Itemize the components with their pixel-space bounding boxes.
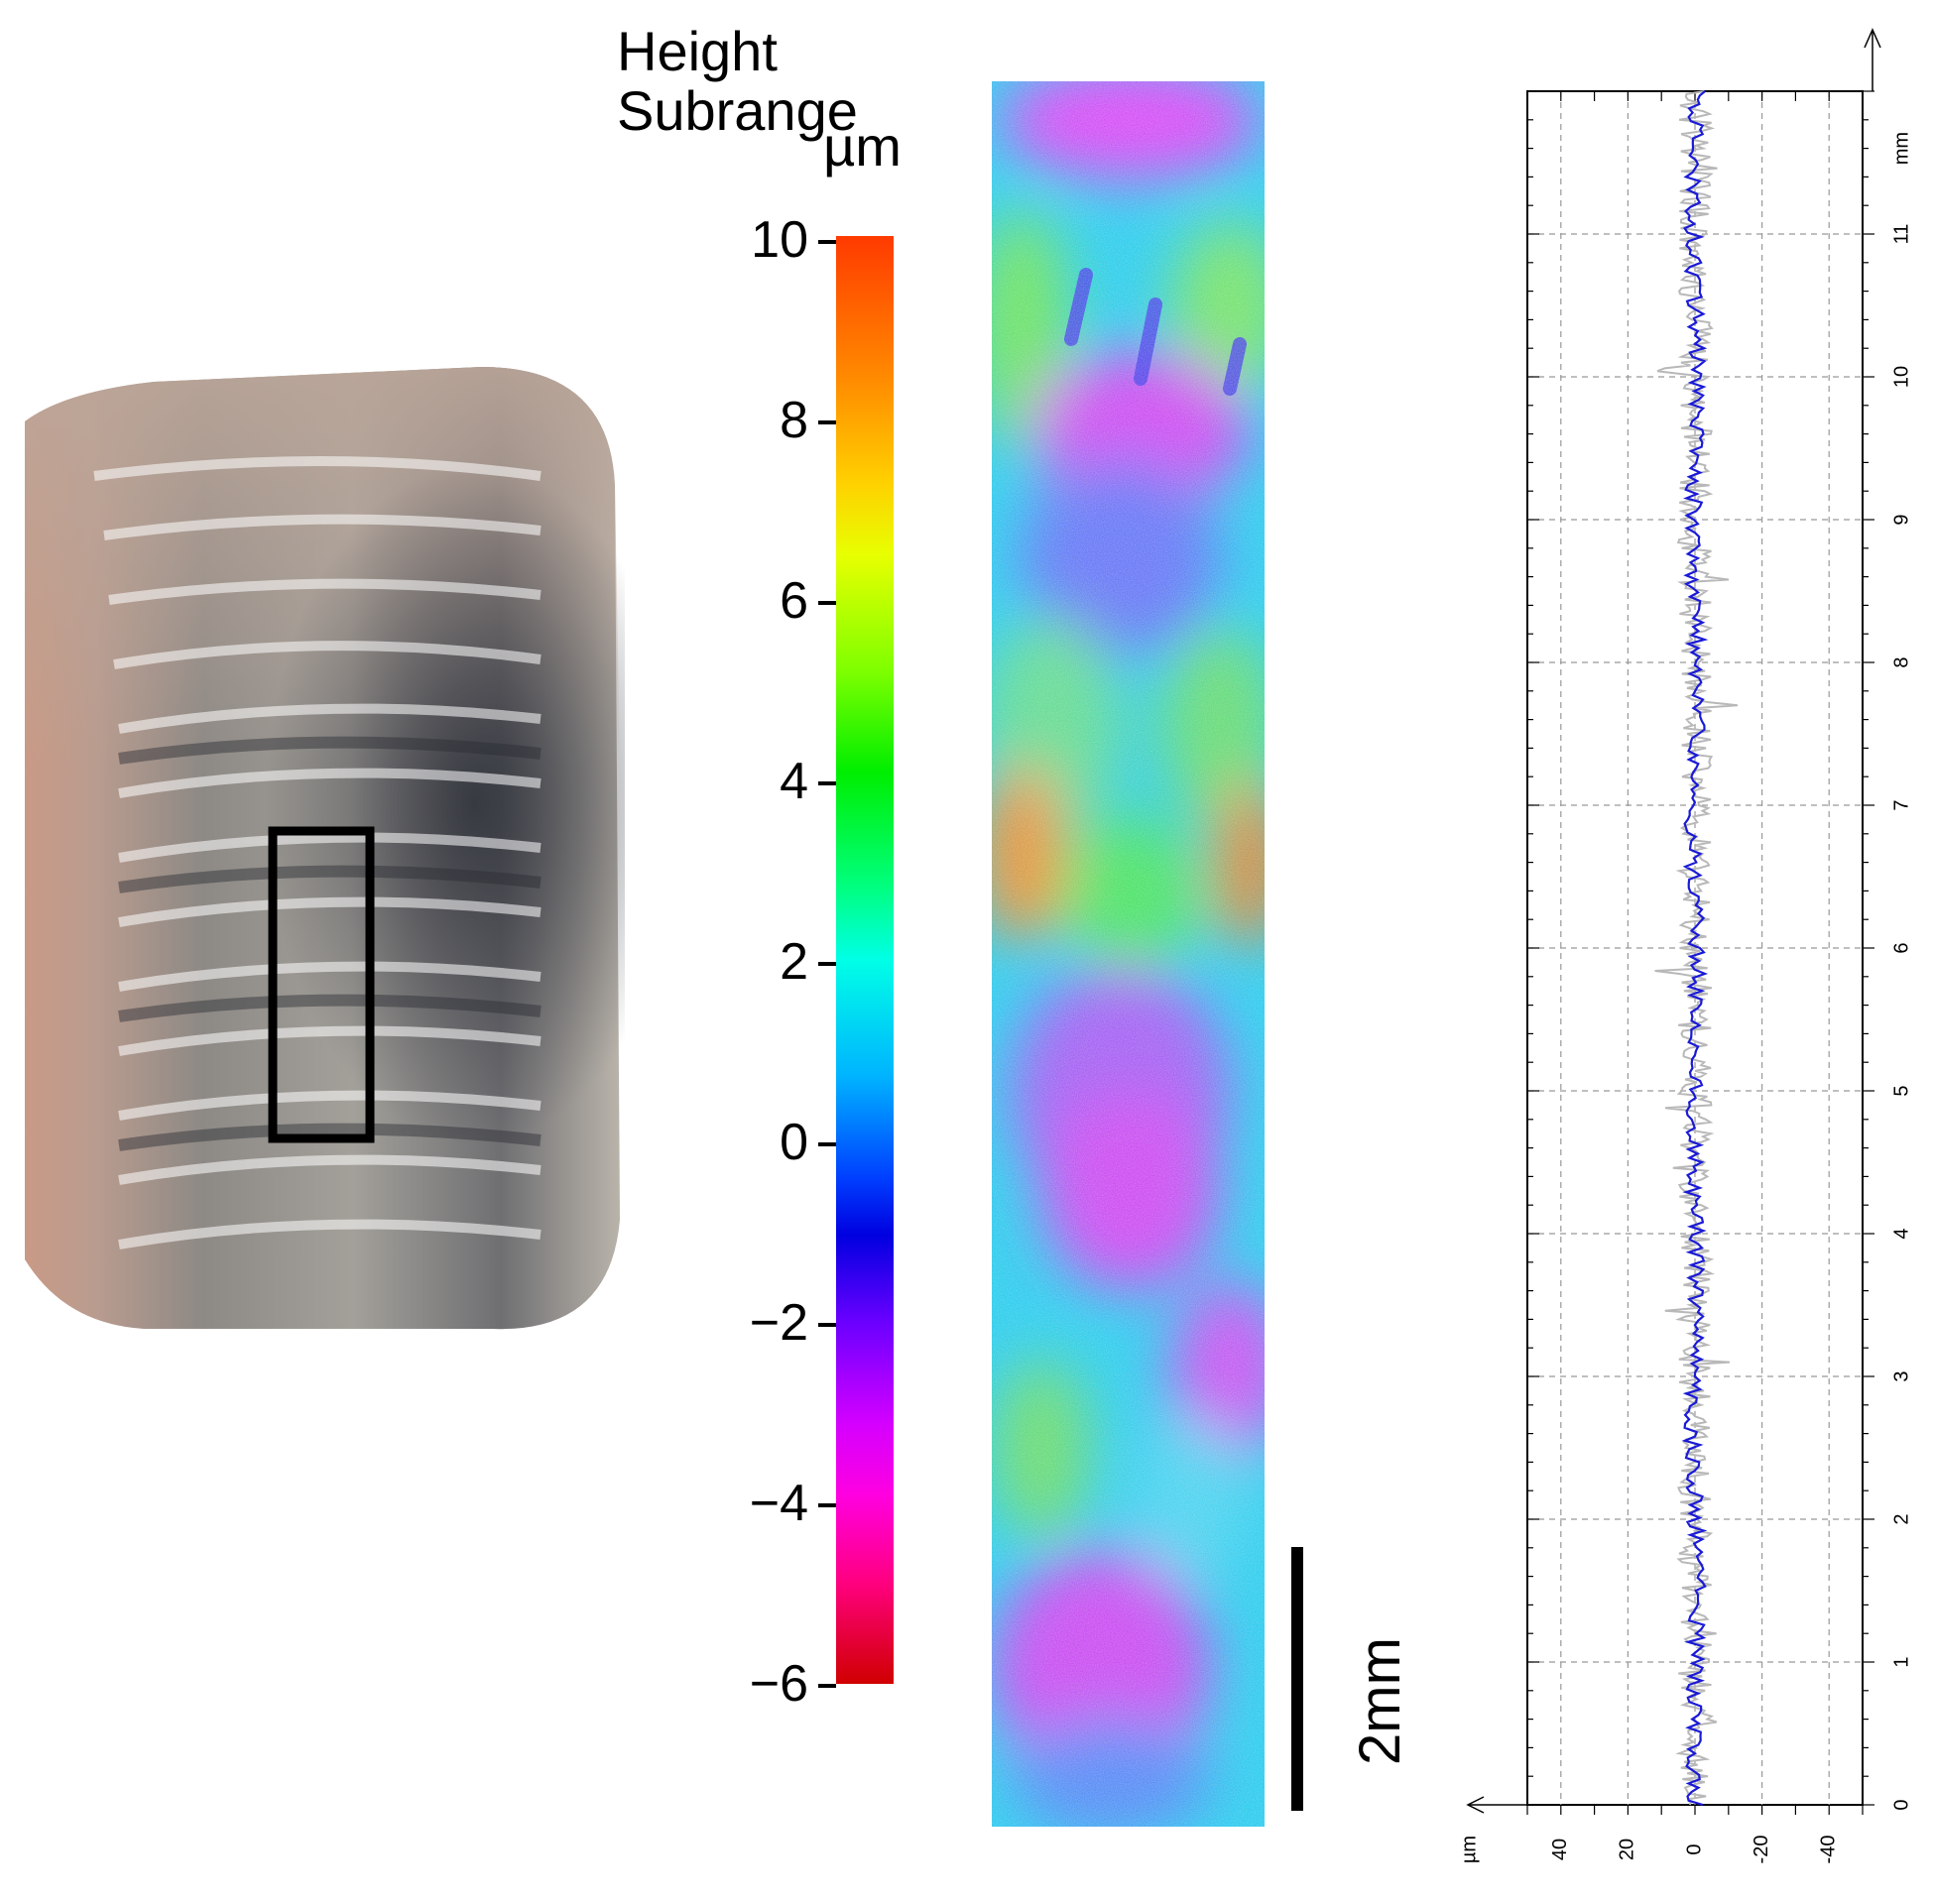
colorbar-tick-label: 8 <box>780 392 808 449</box>
legend-title-line2: Subrange <box>617 79 858 142</box>
colorbar-tick-label: 0 <box>780 1114 808 1171</box>
y-tick-label: 2 <box>1890 1513 1912 1524</box>
x-tick-label: -40 <box>1817 1836 1839 1864</box>
colorbar-tick <box>818 962 836 966</box>
colorbar-tick-label: −6 <box>749 1655 808 1713</box>
colorbar-tick-label: −4 <box>749 1475 808 1532</box>
colorbar-tick <box>818 420 836 424</box>
scale-bar-label: 2mm <box>1348 1637 1412 1765</box>
weld-ripple-lines <box>93 456 542 1250</box>
profile-chart: 0 1 2 3 4 5 6 7 8 9 10 11 mm 40 20 0 -20 -40 µm <box>1448 20 1924 1884</box>
colorbar-tick-label: 10 <box>751 211 808 269</box>
y-tick-label: 7 <box>1890 799 1912 810</box>
region-of-interest-box <box>268 826 375 1143</box>
y-tick-label: 8 <box>1890 656 1912 667</box>
x-tick-label: 40 <box>1549 1839 1571 1860</box>
height-map <box>972 61 1289 1837</box>
colorbar-tick-label: 4 <box>780 753 808 810</box>
colorbar-tick <box>818 781 836 785</box>
colorbar-tick-label: −2 <box>749 1294 808 1352</box>
legend-unit: µm <box>823 115 902 178</box>
y-tick-label: 0 <box>1890 1799 1912 1810</box>
y-tick-label: 4 <box>1890 1228 1912 1239</box>
colorbar-tick <box>818 601 836 605</box>
y-tick-label: 10 <box>1890 366 1912 388</box>
y-tick-label: 1 <box>1890 1656 1912 1667</box>
x-tick-label: -20 <box>1751 1836 1772 1864</box>
y-tick-label: 3 <box>1890 1370 1912 1381</box>
x-tick-label: 0 <box>1683 1844 1705 1854</box>
colorbar-tick <box>818 1323 836 1327</box>
y-tick-label: 11 <box>1890 224 1912 245</box>
x-tick-label: 20 <box>1617 1839 1638 1860</box>
colorbar <box>836 236 894 1684</box>
y-axis-arrowhead <box>1864 28 1881 49</box>
y-tick-label: 5 <box>1890 1085 1912 1096</box>
legend-title: Height Subrange <box>617 22 858 141</box>
scale-bar <box>1291 1547 1303 1811</box>
mean-profile-series <box>1681 90 1709 1807</box>
legend-title-line1: Height <box>617 20 778 82</box>
y-tick-label: 6 <box>1890 942 1912 953</box>
y-axis-unit: mm <box>1890 132 1912 165</box>
x-axis-unit: µm <box>1458 1836 1480 1863</box>
colorbar-tick <box>818 240 836 244</box>
specimen-photo <box>25 367 625 1339</box>
colorbar-tick-label: 2 <box>780 933 808 991</box>
colorbar-tick-label: 6 <box>780 572 808 630</box>
colorbar-tick <box>818 1503 836 1507</box>
x-axis-arrowhead <box>1466 1796 1485 1814</box>
y-tick-label: 9 <box>1890 514 1912 525</box>
colorbar-tick <box>818 1684 836 1688</box>
colorbar-tick <box>818 1142 836 1146</box>
